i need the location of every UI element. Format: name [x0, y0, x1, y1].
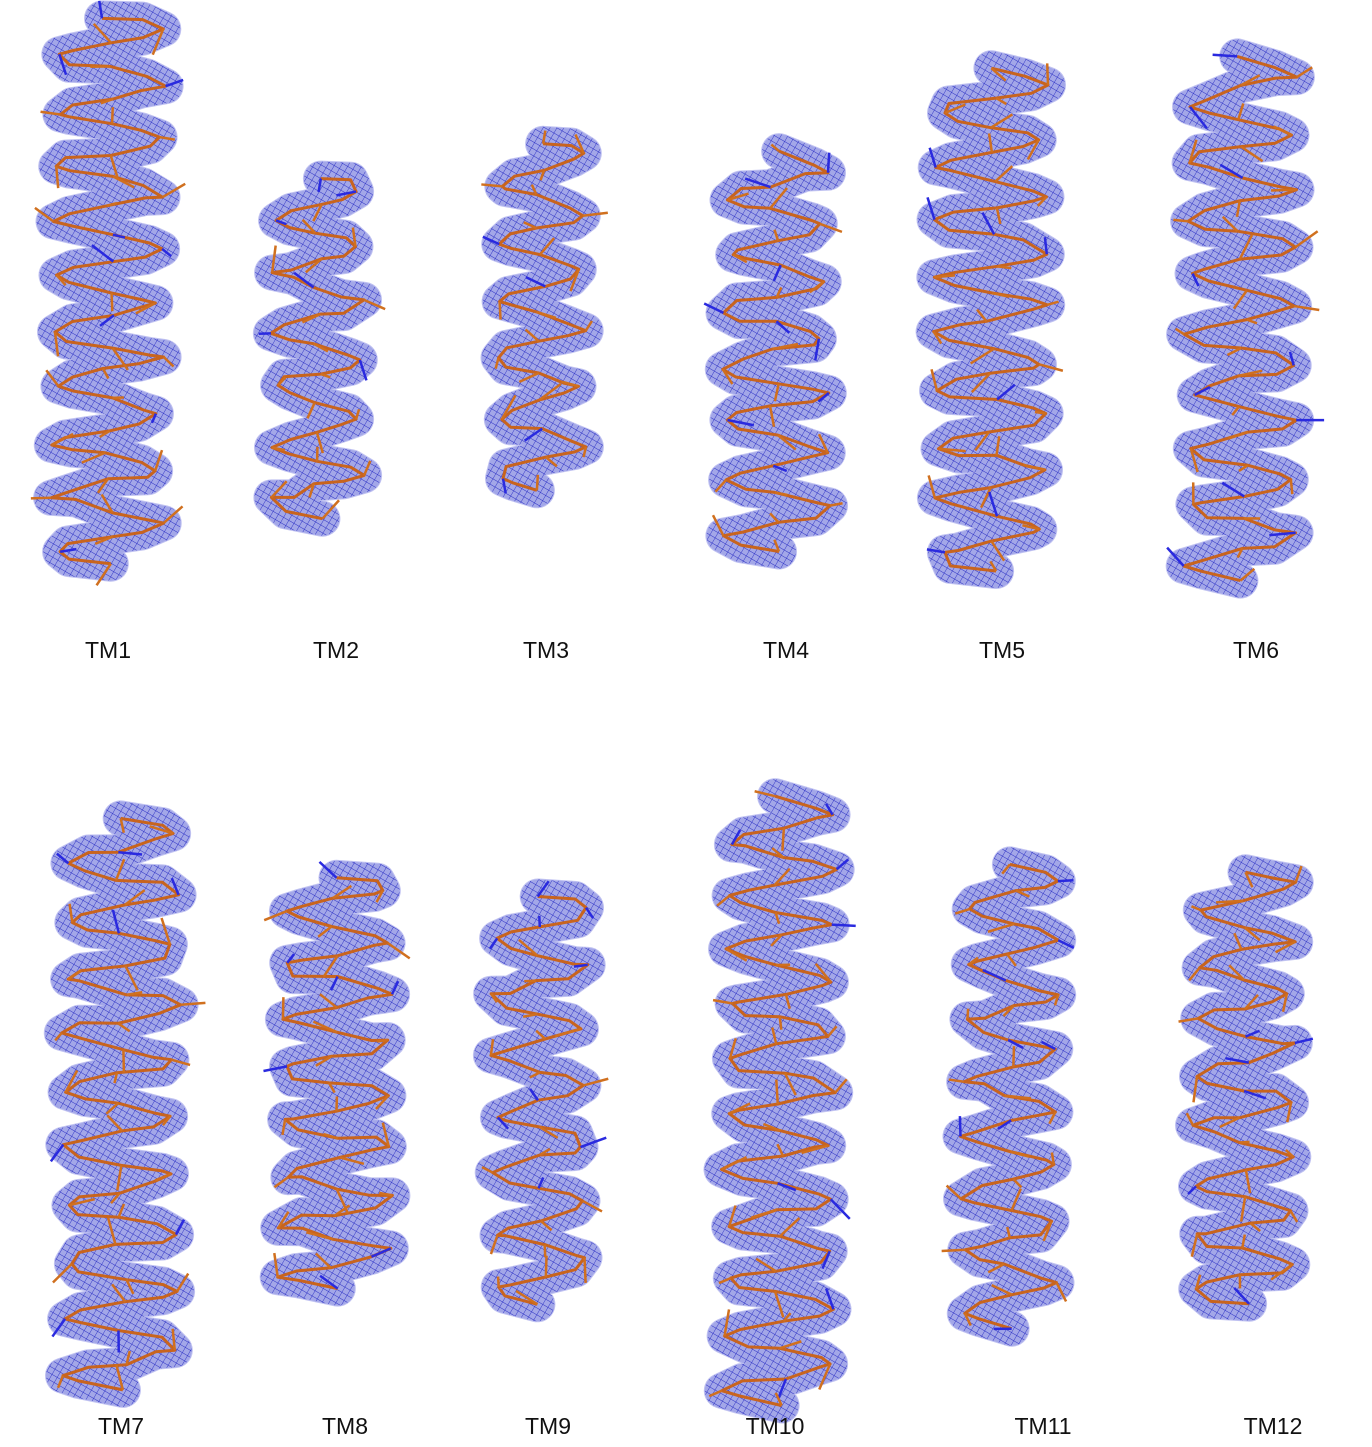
side-chain: [584, 1258, 585, 1283]
page: {"panels": [ {"label": "TM1"}, {"label":…: [0, 0, 1372, 1447]
side-chain: [31, 498, 51, 499]
side-chain: [942, 1250, 966, 1251]
helix-density: [942, 864, 1074, 1329]
panel-label: TM10: [746, 1413, 805, 1439]
helix-density: [482, 881, 608, 1304]
side-chain: [1271, 190, 1296, 191]
panel-label: TM8: [322, 1413, 368, 1439]
side-chain: [498, 1277, 499, 1287]
side-chain: [960, 1116, 961, 1136]
panel-label: TM9: [525, 1413, 571, 1439]
panel-label: TM12: [1244, 1413, 1303, 1439]
side-chain: [832, 925, 856, 926]
side-chain: [1239, 1142, 1249, 1143]
panel-label: TM3: [523, 637, 569, 663]
side-chain: [828, 153, 829, 173]
side-chain: [997, 266, 1011, 268]
panel-label: TM11: [1014, 1413, 1071, 1439]
side-chain: [1173, 220, 1188, 221]
helix-density: [709, 791, 855, 1405]
figure: TM1 TM2 TM3 TM4 TM5 TM6 TM7 TM8 TM9 TM10 TM11 TM12: [0, 0, 1372, 1447]
side-chain: [1013, 1046, 1014, 1067]
side-chain: [780, 1017, 782, 1030]
side-chain: [967, 1009, 968, 1020]
panel-label: TM1: [85, 637, 131, 663]
side-chain: [574, 965, 588, 967]
side-chain: [377, 1040, 388, 1041]
side-chain: [545, 1245, 546, 1257]
side-chain: [537, 475, 538, 490]
helix-density: [704, 145, 842, 552]
panel-label: TM7: [98, 1413, 144, 1439]
helix-density: [259, 179, 385, 519]
side-chain: [112, 293, 113, 311]
side-chain: [546, 1256, 547, 1277]
side-chain: [776, 1080, 777, 1104]
helix-density: [31, 1, 185, 585]
side-chain: [782, 828, 783, 851]
side-chain: [1213, 55, 1238, 57]
density-outline: [722, 796, 837, 1405]
panel-label: TM4: [763, 637, 809, 663]
helix-density: [1179, 866, 1313, 1304]
side-chain: [1047, 63, 1048, 85]
side-chain: [1291, 480, 1292, 495]
panel-label: TM5: [979, 637, 1025, 663]
panel-label: TM2: [313, 637, 359, 663]
side-chain: [1058, 880, 1074, 881]
side-chain: [1216, 901, 1243, 903]
side-chain: [500, 302, 501, 320]
side-chain: [1035, 412, 1046, 413]
helix-density: [1167, 55, 1324, 581]
side-chain: [112, 107, 113, 124]
helix-density: [927, 63, 1063, 571]
side-chain: [524, 981, 536, 982]
panel-label: TM6: [1233, 637, 1279, 663]
helix-density: [51, 818, 206, 1390]
helix-density: [481, 131, 607, 494]
helix-density: [263, 862, 409, 1289]
